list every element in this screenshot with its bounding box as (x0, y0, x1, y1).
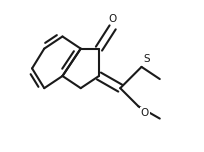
Text: O: O (109, 14, 117, 24)
Text: S: S (143, 54, 150, 64)
Text: O: O (141, 108, 149, 118)
